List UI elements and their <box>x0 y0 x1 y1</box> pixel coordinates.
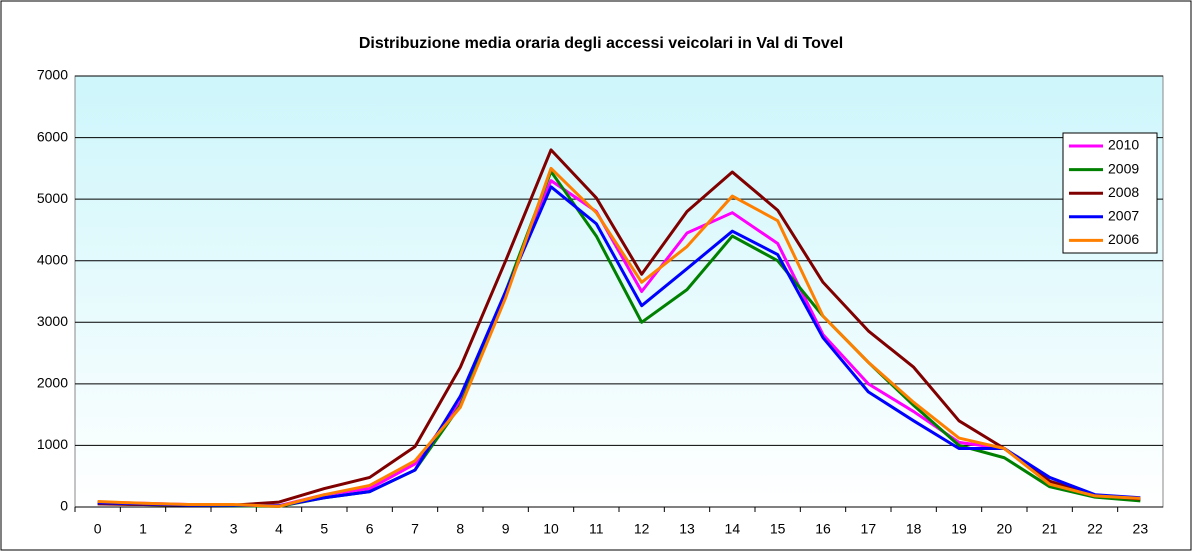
x-tick-label: 2 <box>184 521 192 537</box>
x-tick-label: 20 <box>997 521 1013 537</box>
x-tick-label: 18 <box>906 521 922 537</box>
legend-label: 2009 <box>1108 160 1139 176</box>
y-tick-label: 6000 <box>37 128 68 144</box>
legend-label: 2008 <box>1108 184 1139 200</box>
x-tick-label: 8 <box>456 521 464 537</box>
y-tick-label: 5000 <box>37 190 68 206</box>
x-tick-label: 11 <box>589 521 604 537</box>
x-tick-label: 5 <box>320 521 328 537</box>
x-tick-label: 12 <box>634 521 650 537</box>
y-tick-label: 0 <box>60 498 68 514</box>
x-tick-label: 23 <box>1133 521 1149 537</box>
legend-label: 2007 <box>1108 208 1139 224</box>
x-tick-label: 19 <box>951 521 967 537</box>
series-line <box>97 166 1141 508</box>
y-tick-label: 7000 <box>37 67 68 83</box>
x-tick-label: 9 <box>502 521 510 537</box>
y-tick-label: 4000 <box>37 251 68 267</box>
legend-label: 2006 <box>1108 231 1139 247</box>
x-tick-label: 13 <box>679 521 695 537</box>
x-tick-label: 16 <box>815 521 831 537</box>
x-tick-label: 4 <box>275 521 283 537</box>
y-tick-label: 2000 <box>37 375 68 391</box>
series-line <box>97 148 1141 507</box>
x-tick-label: 21 <box>1042 521 1058 537</box>
x-tick-label: 15 <box>770 521 786 537</box>
plot-area <box>74 75 1164 508</box>
x-tick-label: 22 <box>1087 521 1103 537</box>
x-tick-label: 1 <box>139 521 147 537</box>
y-tick-label: 3000 <box>37 313 68 329</box>
y-tick-label: 1000 <box>37 436 68 452</box>
x-tick-label: 14 <box>725 521 741 537</box>
chart-title: Distribuzione media oraria degli accessi… <box>359 35 843 52</box>
x-tick-label: 3 <box>230 521 238 537</box>
legend-label: 2010 <box>1108 137 1139 153</box>
x-tick-label: 10 <box>543 521 559 537</box>
x-tick-label: 7 <box>411 521 419 537</box>
x-tick-label: 6 <box>366 521 374 537</box>
x-tick-label: 17 <box>861 521 877 537</box>
x-tick-label: 0 <box>94 521 102 537</box>
